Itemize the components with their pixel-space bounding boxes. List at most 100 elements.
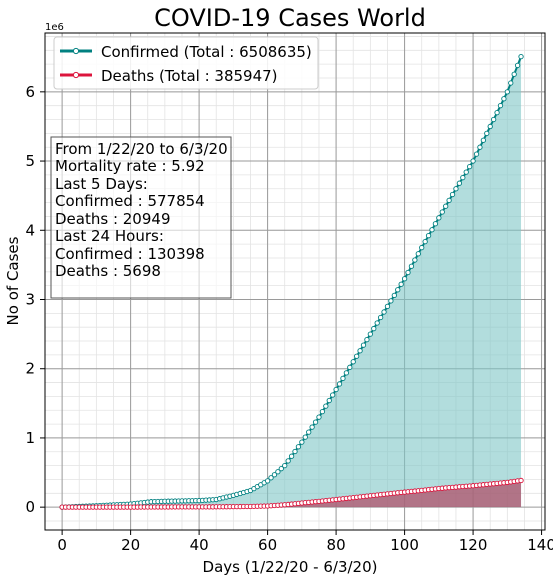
x-tick-label: 40 bbox=[190, 536, 209, 554]
plot-frame bbox=[44, 32, 546, 531]
point-confirmed bbox=[425, 233, 432, 239]
series-points bbox=[59, 53, 524, 510]
point-confirmed bbox=[504, 89, 510, 95]
legend-confirmed-dot bbox=[72, 47, 80, 55]
point-confirmed bbox=[463, 169, 469, 175]
point-confirmed bbox=[309, 424, 315, 430]
y-axis-ticks: 0 1 2 3 4 5 6 bbox=[25, 83, 45, 516]
legend-box bbox=[53, 36, 319, 90]
y-axis-offset-label: 1e6 bbox=[45, 22, 64, 33]
point-confirmed bbox=[336, 381, 343, 387]
point-deaths bbox=[518, 477, 524, 484]
point-confirmed bbox=[460, 175, 466, 181]
point-confirmed bbox=[384, 303, 391, 310]
y-tick-label: 2 bbox=[25, 360, 35, 378]
x-tick-label: 140 bbox=[527, 536, 553, 554]
annotation-line: Mortality rate : 5.92 bbox=[55, 157, 205, 175]
point-confirmed bbox=[412, 257, 418, 263]
point-confirmed bbox=[391, 292, 397, 298]
annotation-line: Confirmed : 130398 bbox=[55, 245, 205, 263]
annotation-line: Deaths : 5698 bbox=[55, 262, 161, 280]
point-confirmed bbox=[268, 475, 274, 481]
point-confirmed bbox=[371, 325, 377, 332]
legend-confirmed-label: Confirmed (Total : 6508635) bbox=[101, 43, 312, 61]
point-confirmed bbox=[436, 215, 442, 221]
point-confirmed bbox=[353, 353, 360, 359]
x-tick-label: 80 bbox=[327, 536, 346, 554]
point-confirmed bbox=[340, 375, 346, 382]
annotation-line: Last 5 Days: bbox=[55, 175, 148, 193]
annotation-line: Deaths : 20949 bbox=[55, 210, 170, 228]
annotation-line: Confirmed : 577854 bbox=[55, 192, 205, 210]
point-confirmed bbox=[282, 462, 288, 469]
x-tick-label: 0 bbox=[57, 536, 67, 554]
y-tick-label: 0 bbox=[25, 498, 35, 516]
point-confirmed bbox=[497, 103, 504, 109]
point-confirmed bbox=[453, 186, 459, 192]
point-confirmed bbox=[285, 458, 291, 464]
legend-deaths-label: Deaths (Total : 385947) bbox=[101, 67, 278, 85]
point-confirmed bbox=[350, 359, 356, 365]
y-tick-label: 3 bbox=[25, 290, 35, 308]
point-confirmed bbox=[518, 53, 524, 60]
point-confirmed bbox=[470, 158, 476, 164]
point-confirmed bbox=[364, 336, 370, 343]
point-confirmed bbox=[487, 123, 493, 130]
point-confirmed bbox=[395, 287, 401, 293]
point-confirmed bbox=[443, 203, 449, 209]
x-axis-ticks: 0 20 40 60 80 100 120 140 bbox=[57, 530, 553, 554]
point-confirmed bbox=[405, 269, 411, 276]
point-confirmed bbox=[306, 429, 312, 435]
point-confirmed bbox=[264, 478, 271, 484]
x-tick-label: 100 bbox=[390, 536, 419, 554]
point-confirmed bbox=[292, 448, 298, 455]
annotation-line: From 1/22/20 to 6/3/20 bbox=[55, 140, 228, 158]
point-confirmed bbox=[514, 62, 521, 69]
point-confirmed bbox=[295, 444, 302, 450]
point-confirmed bbox=[367, 331, 373, 337]
point-confirmed bbox=[275, 469, 281, 475]
area-confirmed bbox=[62, 56, 522, 508]
area-deaths bbox=[62, 480, 522, 508]
point-confirmed bbox=[271, 472, 278, 478]
y-tick-label: 1 bbox=[25, 429, 35, 447]
point-confirmed bbox=[419, 244, 425, 251]
point-confirmed bbox=[446, 197, 452, 204]
point-confirmed bbox=[381, 309, 387, 315]
point-confirmed bbox=[319, 408, 326, 415]
point-confirmed bbox=[408, 263, 415, 269]
point-confirmed bbox=[508, 80, 514, 86]
annotation-frame bbox=[50, 136, 232, 299]
point-confirmed bbox=[398, 281, 404, 287]
point-confirmed bbox=[432, 221, 439, 227]
point-confirmed bbox=[388, 298, 394, 304]
point-confirmed bbox=[278, 466, 284, 472]
annotation-line: Last 24 Hours: bbox=[55, 227, 164, 245]
legend-deaths-dot bbox=[72, 71, 80, 79]
point-confirmed bbox=[456, 180, 463, 186]
y-tick-label: 4 bbox=[25, 221, 35, 239]
series-areas bbox=[62, 56, 522, 508]
point-confirmed bbox=[494, 109, 500, 116]
point-confirmed bbox=[323, 403, 329, 409]
y-tick-label: 6 bbox=[25, 83, 35, 101]
x-tick-label: 20 bbox=[121, 536, 140, 554]
point-confirmed bbox=[357, 348, 363, 354]
point-confirmed bbox=[374, 320, 380, 326]
point-confirmed bbox=[511, 71, 517, 77]
point-confirmed bbox=[422, 238, 428, 245]
point-confirmed bbox=[343, 370, 350, 376]
x-axis-label: Days (1/22/20 - 6/3/20) bbox=[203, 558, 378, 576]
point-confirmed bbox=[429, 227, 435, 233]
y-tick-label: 5 bbox=[25, 152, 35, 170]
point-confirmed bbox=[333, 386, 339, 393]
point-confirmed bbox=[302, 434, 308, 440]
point-confirmed bbox=[360, 342, 367, 348]
chart-title: COVID-19 Cases World bbox=[154, 4, 426, 32]
point-confirmed bbox=[477, 144, 483, 150]
point-confirmed bbox=[312, 419, 319, 425]
point-confirmed bbox=[377, 314, 384, 321]
point-confirmed bbox=[439, 209, 445, 215]
point-confirmed bbox=[449, 191, 456, 198]
point-confirmed bbox=[415, 251, 421, 257]
